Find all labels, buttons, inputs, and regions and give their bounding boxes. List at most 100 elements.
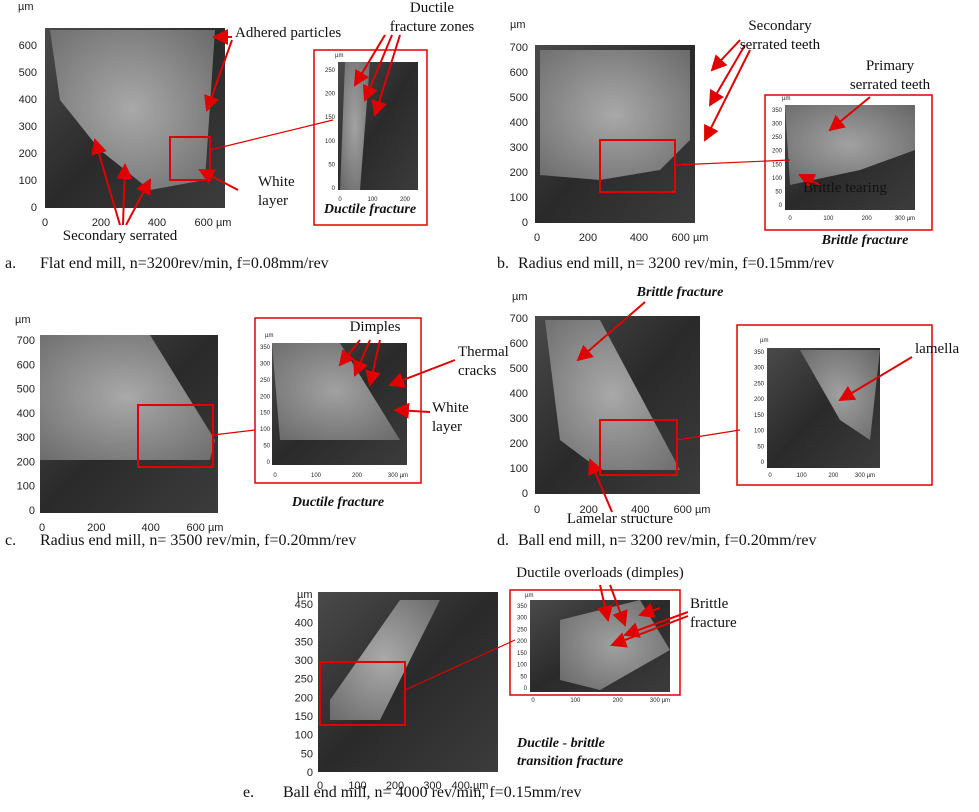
- inset-title: Ductile - brittle: [516, 736, 605, 751]
- panel-caption: Flat end mill, n=3200rev/min, f=0.08mm/r…: [40, 255, 329, 272]
- annotation: Primary: [866, 58, 915, 74]
- inset-y-tick: 250: [772, 135, 783, 141]
- y-tick-label: 500: [510, 92, 528, 104]
- y-tick-label: 400: [295, 618, 313, 630]
- y-tick-label: 250: [295, 674, 313, 686]
- inset-y-tick: 50: [520, 674, 527, 680]
- inset-y-tick: 0: [267, 460, 271, 466]
- y-tick-label: 200: [510, 167, 528, 179]
- annotation: Adhered particles: [235, 25, 341, 41]
- y-tick-label: 0: [29, 505, 35, 517]
- y-tick-label: 100: [510, 192, 528, 204]
- panel-caption: Ball end mill, n= 3200 rev/min, f=0.20mm…: [518, 532, 816, 549]
- y-tick-label: 500: [19, 67, 37, 79]
- annotation: Brittle: [690, 596, 729, 612]
- y-tick-label: 400: [17, 408, 35, 420]
- inset-x-tick: 100: [823, 216, 834, 222]
- y-tick-label: 200: [295, 692, 313, 704]
- annotation: lamella: [915, 341, 959, 357]
- y-tick-label: 300: [17, 432, 35, 444]
- inset-y-tick: 250: [517, 627, 528, 633]
- x-tick-label: 600 µm: [672, 232, 709, 244]
- inset-title: Brittle fracture: [821, 233, 909, 248]
- annotation: White: [258, 174, 295, 190]
- panel-caption: Radius end mill, n= 3500 rev/min, f=0.20…: [40, 532, 356, 549]
- inset-y-tick: 350: [517, 604, 528, 610]
- inset-unit: µm: [760, 338, 768, 344]
- annotation: serrated teeth: [740, 37, 821, 53]
- annotation: Brittle tearing: [803, 180, 887, 196]
- figure: µm60050040030020010000200400600 µmµm2502…: [0, 0, 979, 812]
- y-tick-label: 450: [295, 599, 313, 611]
- x-tick-label: 600 µm: [195, 217, 232, 229]
- y-tick-label: 700: [17, 335, 35, 347]
- inset-y-tick: 250: [325, 68, 336, 74]
- inset-y-tick: 50: [328, 162, 335, 168]
- y-tick-label: 0: [31, 202, 37, 214]
- annotation: layer: [258, 193, 288, 209]
- inset-y-tick: 50: [757, 444, 764, 450]
- inset-y-tick: 150: [260, 411, 271, 417]
- inset-x-tick: 300 µm: [855, 473, 875, 479]
- inset-y-tick: 0: [332, 186, 336, 192]
- axis-unit: µm: [512, 291, 528, 303]
- x-tick-label: 400: [630, 232, 648, 244]
- y-tick-label: 600: [510, 338, 528, 350]
- zoom-link: [213, 430, 255, 435]
- panel-label: a.: [5, 255, 16, 272]
- annotation: cracks: [458, 363, 496, 379]
- y-tick-label: 100: [295, 730, 313, 742]
- annotation: Secondary: [748, 18, 812, 34]
- inset-x-tick: 0: [531, 698, 535, 704]
- inset-y-tick: 350: [754, 350, 765, 356]
- inset-x-tick: 0: [788, 216, 792, 222]
- inset-y-tick: 200: [260, 394, 271, 400]
- annotation: Dimples: [350, 319, 401, 335]
- inset-x-tick: 100: [797, 473, 808, 479]
- y-tick-label: 350: [295, 636, 313, 648]
- y-tick-label: 150: [295, 711, 313, 723]
- inset-y-tick: 200: [325, 92, 336, 98]
- panel-label: e.: [243, 784, 254, 801]
- y-tick-label: 700: [510, 313, 528, 325]
- inset-y-tick: 350: [260, 345, 271, 351]
- inset-y-tick: 250: [260, 378, 271, 384]
- inset-y-tick: 250: [754, 381, 765, 387]
- y-tick-label: 500: [510, 363, 528, 375]
- inset-x-tick: 0: [273, 473, 277, 479]
- annotation: Brittle fracture: [636, 285, 724, 300]
- inset-x-tick: 200: [828, 473, 839, 479]
- panel-label: c.: [5, 532, 16, 549]
- x-tick-label: 600 µm: [674, 504, 711, 516]
- chip: [540, 50, 690, 180]
- inset-unit: µm: [782, 96, 790, 102]
- inset-y-tick: 350: [772, 108, 783, 114]
- inset-y-tick: 300: [517, 616, 528, 622]
- x-tick-label: 0: [42, 217, 48, 229]
- inset-y-tick: 200: [772, 149, 783, 155]
- arrow: [705, 50, 750, 140]
- inset-y-tick: 0: [779, 203, 783, 209]
- y-tick-label: 200: [510, 438, 528, 450]
- y-tick-label: 50: [301, 748, 313, 760]
- y-tick-label: 600: [510, 67, 528, 79]
- inset-unit: µm: [525, 593, 533, 599]
- inset-y-tick: 300: [772, 122, 783, 128]
- inset-y-tick: 100: [754, 429, 765, 435]
- inset-y-tick: 150: [772, 162, 783, 168]
- axis-unit: µm: [15, 314, 31, 326]
- inset-y-tick: 150: [754, 413, 765, 419]
- annotation: fracture zones: [390, 19, 475, 35]
- y-tick-label: 100: [17, 481, 35, 493]
- annotation: Ductile: [410, 0, 454, 16]
- panel-caption: Ball end mill, n= 4000 rev/min, f=0.15mm…: [283, 784, 581, 801]
- inset-y-tick: 150: [517, 651, 528, 657]
- inset-y-tick: 200: [517, 639, 528, 645]
- panel-label: d.: [497, 532, 509, 549]
- inset-x-tick: 200: [862, 216, 873, 222]
- panel-label: b.: [497, 255, 509, 272]
- axis-unit: µm: [18, 1, 34, 13]
- y-tick-label: 0: [522, 488, 528, 500]
- annotation: White: [432, 400, 469, 416]
- y-tick-label: 300: [19, 121, 37, 133]
